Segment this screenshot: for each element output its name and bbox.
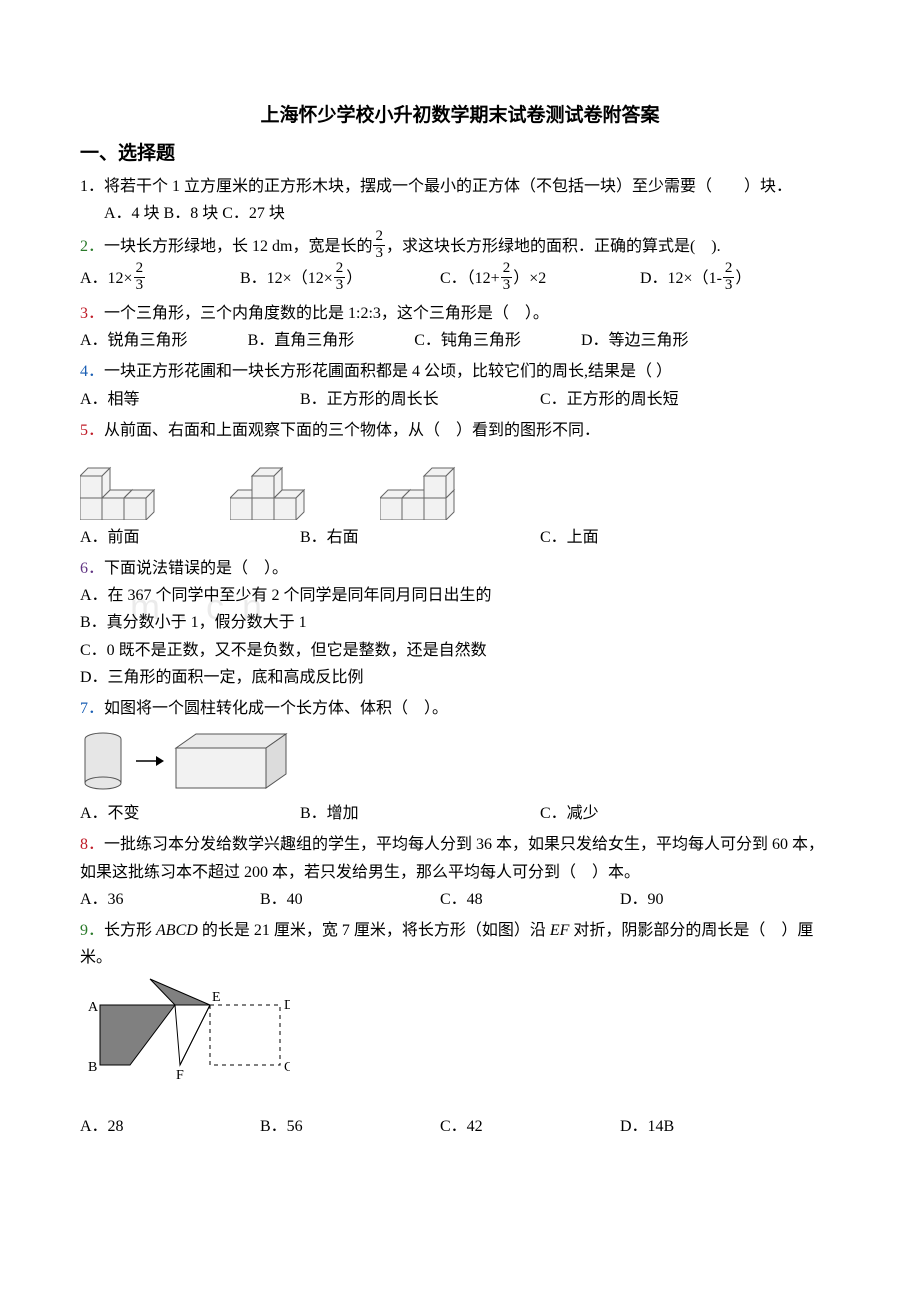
label-D: D bbox=[284, 998, 290, 1013]
cube-figure-1 bbox=[80, 450, 170, 520]
watermark: A．在 367 个同学中至少有 2 个同学是同年同月同日出生的 bbox=[80, 582, 840, 609]
q7-opt-a: A．不变 bbox=[80, 800, 300, 827]
q9-opt-d: D．14B bbox=[620, 1113, 800, 1140]
q8-opt-d: D．90 bbox=[620, 886, 800, 913]
q4-options: A．相等 B．正方形的周长长 C．正方形的周长短 bbox=[80, 386, 840, 413]
q9-opt-b: B．56 bbox=[260, 1113, 440, 1140]
label-C: C bbox=[284, 1060, 290, 1075]
q9-ef: EF bbox=[546, 922, 574, 939]
q5-opt-b: B．右面 bbox=[300, 524, 540, 551]
q6-opt-b: B．真分数小于 1，假分数大于 1 bbox=[80, 609, 840, 636]
q2-options: A．12×23 B．12×（12×23） C．（12+23）×2 D．12×（1… bbox=[80, 263, 840, 296]
q7-opt-c: C．减少 bbox=[540, 800, 780, 827]
cube-figure-3 bbox=[380, 450, 470, 520]
q7-num: 7． bbox=[80, 700, 104, 717]
q7-opt-b: B．增加 bbox=[300, 800, 540, 827]
q8-num: 8． bbox=[80, 836, 104, 853]
q2-opt-d: D．12×（1-23） bbox=[640, 263, 800, 296]
q9-num: 9． bbox=[80, 922, 104, 939]
q4-num: 4． bbox=[80, 363, 104, 380]
q2-opt-a: A．12×23 bbox=[80, 263, 240, 296]
cube-figure-2 bbox=[230, 450, 320, 520]
question-5: 5．从前面、右面和上面观察下面的三个物体，从（ ）看到的图形不同． bbox=[80, 417, 840, 551]
q1-num: 1． bbox=[80, 178, 104, 195]
q9-opt-a: A．28 bbox=[80, 1113, 260, 1140]
q9-abcd: ABCD bbox=[152, 922, 202, 939]
q1-text: 将若干个 1 立方厘米的正方形木块，摆成一个最小的正方体（不包括一块）至少需要（… bbox=[104, 178, 792, 195]
label-A: A bbox=[88, 1000, 99, 1015]
q3-opt-a: A．锐角三角形 bbox=[80, 332, 188, 349]
q5-options: A．前面 B．右面 C．上面 bbox=[80, 524, 840, 551]
q4-opt-c: C．正方形的周长短 bbox=[540, 386, 780, 413]
q6-opt-a: A．在 367 个同学中至少有 2 个同学是同年同月同日出生的 bbox=[80, 582, 840, 609]
q8-text: 一批练习本分发给数学兴趣组的学生，平均每人分到 36 本，如果只发给女生，平均每… bbox=[80, 836, 824, 880]
label-E: E bbox=[212, 990, 221, 1005]
q2-text-a: 一块长方形绿地，长 12 dm，宽是长的 bbox=[104, 238, 372, 255]
question-7: 7．如图将一个圆柱转化成一个长方体、体积（ ）。 A．不变 B．增加 C．减少 bbox=[80, 695, 840, 827]
q4-opt-a: A．相等 bbox=[80, 386, 300, 413]
question-2: 2．一块长方形绿地，长 12 dm，宽是长的23，求这块长方形绿地的面积．正确的… bbox=[80, 231, 840, 296]
q4-text: 一块正方形花圃和一块长方形花圃面积都是 4 公顷，比较它们的周长,结果是（ ） bbox=[104, 363, 672, 380]
question-6: 6．下面说法错误的是（ ）。 A．在 367 个同学中至少有 2 个同学是同年同… bbox=[80, 555, 840, 691]
label-F: F bbox=[176, 1068, 184, 1083]
q2-opt-c: C．（12+23）×2 bbox=[440, 263, 640, 296]
q5-num: 5． bbox=[80, 422, 104, 439]
q7-text: 如图将一个圆柱转化成一个长方体、体积（ ）。 bbox=[104, 700, 448, 717]
q8-opt-a: A．36 bbox=[80, 886, 260, 913]
label-B: B bbox=[88, 1060, 97, 1075]
q1-options: A．4 块 B．8 块 C．27 块 bbox=[80, 200, 840, 227]
q3-options: A．锐角三角形 B．直角三角形 C．钝角三角形 D．等边三角形 bbox=[80, 327, 840, 354]
q6-text: 下面说法错误的是（ ）。 bbox=[104, 560, 288, 577]
q9-options: A．28 B．56 C．42 D．14B bbox=[80, 1113, 840, 1140]
q2-text-b: ，求这块长方形绿地的面积．正确的算式是( ). bbox=[386, 238, 721, 255]
section-heading: 一、选择题 bbox=[80, 138, 840, 170]
question-1: 1．将若干个 1 立方厘米的正方形木块，摆成一个最小的正方体（不包括一块）至少需… bbox=[80, 173, 840, 227]
q8-opt-c: C．48 bbox=[440, 886, 620, 913]
q5-figures bbox=[80, 450, 840, 520]
q8-options: A．36 B．40 C．48 D．90 bbox=[80, 886, 840, 913]
q3-text: 一个三角形，三个内角度数的比是 1:2:3，这个三角形是（ ）。 bbox=[104, 305, 549, 322]
q9-text-b: 的长是 21 厘米，宽 7 厘米，将长方形（如图）沿 bbox=[202, 922, 546, 939]
q6-opt-d: D．三角形的面积一定，底和高成反比例 bbox=[80, 664, 840, 691]
q4-opt-b: B．正方形的周长长 bbox=[300, 386, 540, 413]
q3-opt-b: B．直角三角形 bbox=[248, 332, 355, 349]
q7-options: A．不变 B．增加 C．减少 bbox=[80, 800, 840, 827]
q3-num: 3． bbox=[80, 305, 104, 322]
q5-opt-a: A．前面 bbox=[80, 524, 300, 551]
arrow-icon bbox=[134, 751, 164, 771]
fraction-icon: 23 bbox=[373, 229, 385, 262]
cuboid-icon bbox=[172, 728, 292, 794]
question-9: 9．长方形 ABCD 的长是 21 厘米，宽 7 厘米，将长方形（如图）沿 EF… bbox=[80, 917, 840, 1140]
question-3: 3．一个三角形，三个内角度数的比是 1:2:3，这个三角形是（ ）。 A．锐角三… bbox=[80, 300, 840, 354]
q7-figure bbox=[80, 728, 840, 794]
q3-opt-c: C．钝角三角形 bbox=[414, 332, 521, 349]
question-4: 4．一块正方形花圃和一块长方形花圃面积都是 4 公顷，比较它们的周长,结果是（ … bbox=[80, 358, 840, 412]
q9-opt-c: C．42 bbox=[440, 1113, 620, 1140]
cylinder-icon bbox=[80, 729, 126, 793]
q6-opt-c: C．0 既不是正数，又不是负数，但它是整数，还是自然数 bbox=[80, 637, 840, 664]
q9-figure: A B C D E F bbox=[80, 977, 840, 1106]
q2-opt-b: B．12×（12×23） bbox=[240, 263, 440, 296]
q3-opt-d: D．等边三角形 bbox=[581, 332, 689, 349]
question-8: 8．一批练习本分发给数学兴趣组的学生，平均每人分到 36 本，如果只发给女生，平… bbox=[80, 831, 840, 913]
page-title: 上海怀少学校小升初数学期末试卷测试卷附答案 bbox=[80, 100, 840, 132]
q8-opt-b: B．40 bbox=[260, 886, 440, 913]
q5-text: 从前面、右面和上面观察下面的三个物体，从（ ）看到的图形不同． bbox=[104, 422, 600, 439]
q6-num: 6． bbox=[80, 560, 104, 577]
q2-num: 2． bbox=[80, 238, 104, 255]
q5-opt-c: C．上面 bbox=[540, 524, 780, 551]
q9-text-a: 长方形 bbox=[104, 922, 152, 939]
